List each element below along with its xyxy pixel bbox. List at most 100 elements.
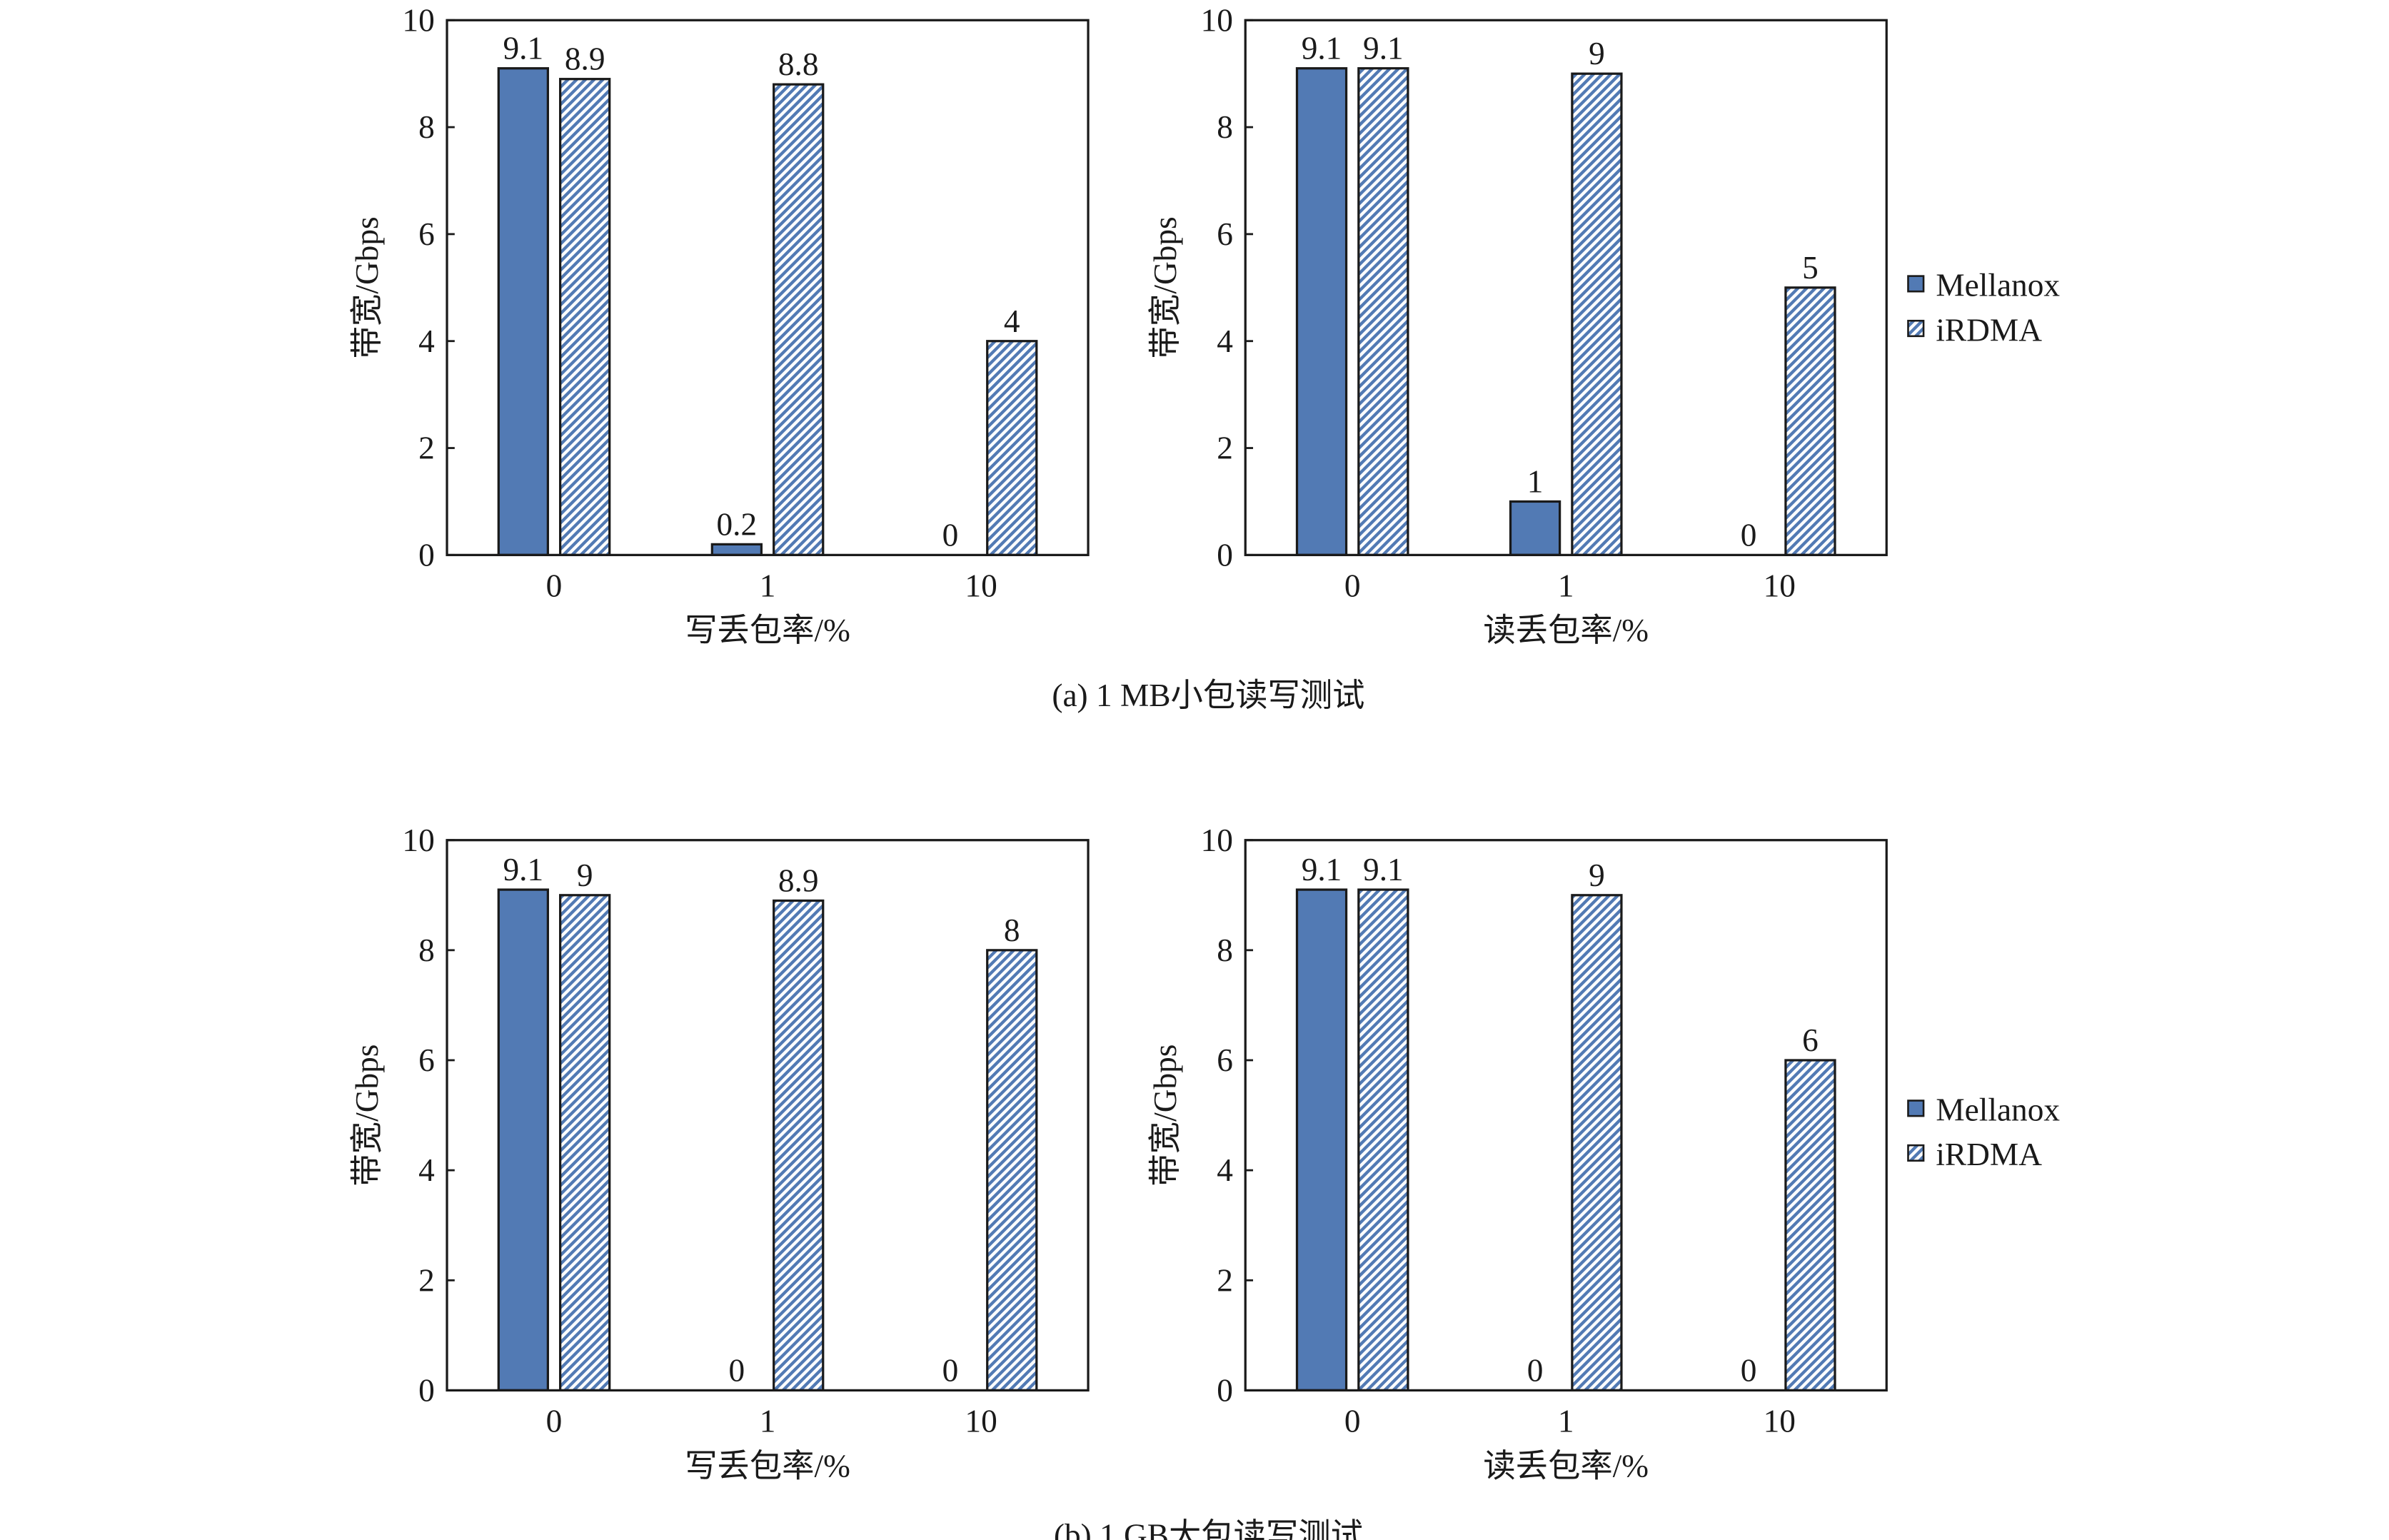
legend-label-irdma: iRDMA [1936,312,2042,348]
x-tick-label: 0 [546,1404,563,1439]
x-axis-label: 读丢包率/% [1483,1448,1649,1484]
caption-a: (a) 1 MB小包读写测试 [1052,678,1364,713]
bar-irdma [986,340,1038,556]
x-axis-label: 写丢包率/% [685,613,850,648]
data-label: 8.9 [565,41,605,77]
y-tick-label: 8 [1217,109,1233,145]
data-label: 4 [1004,303,1020,339]
bar-irdma [1784,286,1836,556]
data-label: 1 [1527,464,1544,500]
bar-irdma [1357,888,1409,1391]
legend-swatch-mellanox [1907,275,1925,293]
x-tick-label: 1 [760,1404,776,1439]
caption-b: (b) 1 GB大包读写测试 [1054,1517,1363,1540]
bar-irdma [986,949,1038,1391]
legend-swatch-irdma [1907,1144,1925,1162]
x-tick-label: 1 [1558,1404,1574,1439]
data-label: 9.1 [1302,31,1342,66]
bar-irdma [559,894,611,1391]
bar-mellanox [1295,888,1348,1391]
plot-frame [446,839,1090,1391]
x-axis-label: 读丢包率/% [1483,613,1649,648]
x-tick-label: 1 [1558,568,1574,604]
y-tick-label: 0 [1217,537,1233,573]
y-tick-label: 6 [1217,216,1233,252]
y-tick-label: 2 [1217,431,1233,466]
y-tick-label: 4 [418,323,435,359]
data-label: 0.2 [717,506,758,542]
bar-irdma [773,899,825,1391]
data-label: 9.1 [1302,852,1342,887]
y-tick-label: 10 [1201,2,1233,38]
bar-irdma [559,78,611,556]
data-label: 9.1 [1363,31,1404,66]
x-tick-label: 0 [1344,568,1361,604]
x-tick-label: 10 [1764,568,1796,604]
data-label: 8.8 [778,46,819,82]
y-tick-label: 4 [1217,323,1233,359]
bar-irdma [1571,894,1623,1391]
data-label: 5 [1802,250,1819,286]
x-tick-label: 0 [546,568,563,604]
data-label: 8.9 [778,863,819,899]
legend-label-irdma: iRDMA [1936,1137,2042,1172]
y-tick-label: 0 [418,537,435,573]
y-tick-label: 0 [418,1372,435,1408]
x-tick-label: 1 [760,568,776,604]
bar-irdma [1571,72,1623,556]
bar-irdma [1357,67,1409,556]
data-label: 9.1 [503,852,543,887]
x-tick-label: 0 [1344,1404,1361,1439]
x-tick-label: 10 [965,568,997,604]
y-tick-label: 2 [418,1262,435,1298]
y-tick-label: 10 [402,2,434,38]
data-label: 0 [942,1352,959,1388]
bar-mellanox [497,888,549,1391]
data-label: 0 [1527,1352,1544,1388]
bar-irdma [1784,1059,1836,1391]
legend-swatch-mellanox [1907,1099,1925,1117]
y-tick-label: 6 [1217,1042,1233,1078]
x-axis-label: 写丢包率/% [685,1448,850,1484]
x-tick-label: 10 [1764,1404,1796,1439]
y-tick-label: 8 [418,932,435,968]
y-tick-label: 4 [1217,1152,1233,1188]
data-label: 8 [1004,912,1020,948]
x-tick-label: 10 [965,1404,997,1439]
plot-frame [446,19,1090,556]
y-tick-label: 6 [418,216,435,252]
data-label: 9 [1589,857,1605,893]
y-tick-label: 0 [1217,1372,1233,1408]
y-tick-label: 10 [1201,822,1233,858]
y-tick-label: 4 [418,1152,435,1188]
bar-mellanox [1509,500,1561,556]
y-tick-label: 6 [418,1042,435,1078]
data-label: 0 [1741,1352,1757,1388]
y-tick-label: 10 [402,822,434,858]
data-label: 6 [1802,1022,1819,1058]
data-label: 9.1 [503,31,543,66]
y-axis-label: 带宽/Gbps [349,1045,385,1187]
data-label: 9 [1589,36,1605,71]
legend-label-mellanox: Mellanox [1936,268,2060,303]
y-axis-label: 带宽/Gbps [1147,216,1183,358]
legend-swatch-irdma [1907,319,1925,338]
bar-mellanox [710,543,763,556]
bar-mellanox [1295,67,1348,556]
legend-label-mellanox: Mellanox [1936,1092,2060,1128]
data-label: 0 [729,1352,745,1388]
y-axis-label: 带宽/Gbps [349,216,385,358]
y-tick-label: 2 [1217,1262,1233,1298]
data-label: 0 [1741,517,1757,553]
y-tick-label: 2 [418,431,435,466]
y-axis-label: 带宽/Gbps [1147,1045,1183,1187]
data-label: 9 [577,857,593,893]
data-label: 9.1 [1363,852,1404,887]
y-tick-label: 8 [1217,932,1233,968]
y-tick-label: 8 [418,109,435,145]
bar-irdma [773,83,825,556]
plot-frame [1244,839,1888,1391]
data-label: 0 [942,517,959,553]
plot-frame [1244,19,1888,556]
